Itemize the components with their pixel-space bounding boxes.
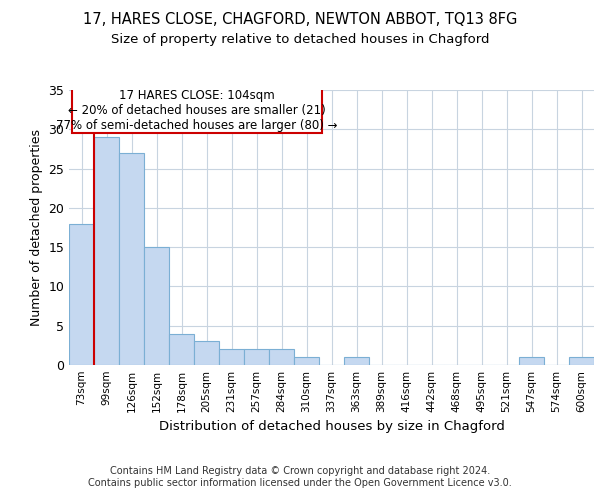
Text: Size of property relative to detached houses in Chagford: Size of property relative to detached ho… bbox=[111, 32, 489, 46]
Bar bbox=[194, 342, 219, 365]
Bar bbox=[119, 153, 144, 365]
Bar bbox=[219, 350, 244, 365]
FancyBboxPatch shape bbox=[71, 88, 322, 133]
Bar bbox=[294, 357, 319, 365]
Bar bbox=[144, 247, 169, 365]
Bar bbox=[344, 357, 369, 365]
X-axis label: Distribution of detached houses by size in Chagford: Distribution of detached houses by size … bbox=[158, 420, 505, 434]
Text: Contains HM Land Registry data © Crown copyright and database right 2024.
Contai: Contains HM Land Registry data © Crown c… bbox=[88, 466, 512, 487]
Bar bbox=[569, 357, 594, 365]
Bar bbox=[244, 350, 269, 365]
Text: 17, HARES CLOSE, CHAGFORD, NEWTON ABBOT, TQ13 8FG: 17, HARES CLOSE, CHAGFORD, NEWTON ABBOT,… bbox=[83, 12, 517, 28]
Bar bbox=[269, 350, 294, 365]
Text: 17 HARES CLOSE: 104sqm
← 20% of detached houses are smaller (21)
77% of semi-det: 17 HARES CLOSE: 104sqm ← 20% of detached… bbox=[56, 89, 337, 132]
Bar bbox=[94, 137, 119, 365]
Y-axis label: Number of detached properties: Number of detached properties bbox=[30, 129, 43, 326]
Bar bbox=[519, 357, 544, 365]
Bar bbox=[69, 224, 94, 365]
Bar bbox=[169, 334, 194, 365]
